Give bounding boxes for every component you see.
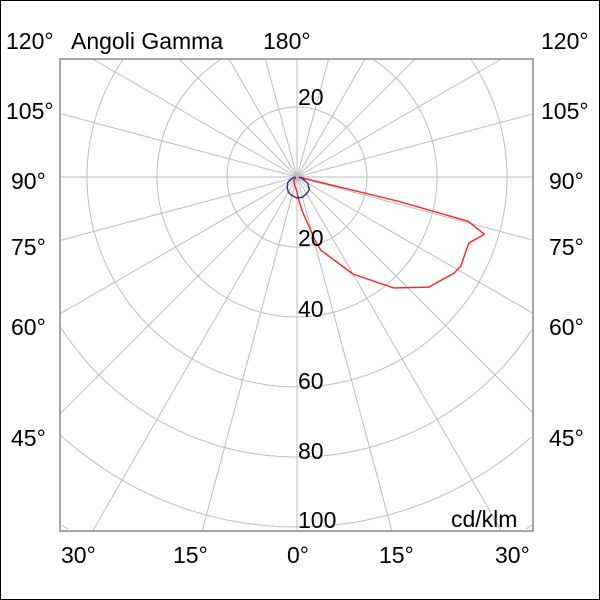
radial-tick-label-top: 20 [298,84,324,110]
series-curve-1 [293,176,486,289]
angle-label-right: 60° [549,314,584,340]
angle-label-top-right: 120° [541,28,589,54]
grid-circle [60,327,533,458]
angle-label-bottom: 15° [173,542,208,568]
angle-label-top-left: 120° [6,28,54,54]
angle-label-right: 90° [549,168,584,194]
grid-radial-line [178,58,298,178]
unit-label: cd/klm [451,506,517,532]
grid-circle [156,59,438,318]
grid-radial-line [59,113,298,178]
radial-tick-label: 80 [298,438,324,464]
grid-radial-line [296,58,366,178]
radial-tick-label: 100 [298,507,336,533]
radial-tick-label: 60 [298,368,324,394]
polar-grid [59,58,534,532]
angle-label-bottom: 0° [287,542,309,568]
grid-circle [525,524,533,530]
series-curve-2 [286,176,311,199]
grid-circle [86,59,508,388]
grid-radial-line [92,176,298,532]
grid-radial-line [59,176,298,315]
angle-label-right: 105° [541,98,589,124]
grid-circle [470,59,508,177]
grid-radial-line [296,58,416,178]
angle-label-bottom: 30° [495,542,530,568]
radial-tick-label: 40 [298,296,324,322]
angle-label-bottom: 30° [61,542,96,568]
plot-frame [59,58,534,532]
grid-radial-line [296,58,330,178]
angle-label-top-center: 180° [263,28,311,54]
angle-label-bottom: 15° [379,542,414,568]
grid-radial-line [228,58,298,178]
angle-label-right: 75° [549,234,584,260]
grid-radial-line [296,113,534,178]
angle-label-left: 90° [11,168,46,194]
grid-radial-line [59,176,298,241]
angle-label-left: 45° [11,425,46,451]
angle-label-left: 75° [11,234,46,260]
angle-label-left: 105° [6,98,54,124]
grid-circle [372,59,438,177]
angle-label-right: 45° [549,425,584,451]
grid-radial-line [92,58,298,178]
grid-radial-line [59,176,298,415]
grid-radial-line [296,176,534,314]
grid-radial-line [201,176,298,532]
radial-tick-label: 20 [298,225,324,251]
grid-circle [61,524,69,530]
grid-radial-line [296,176,534,241]
series-group [286,176,486,289]
grid-circle [60,434,532,528]
grid-radial-line [296,58,502,178]
chart-title: Angoli Gamma [71,28,223,54]
grid-radial-line [296,176,534,414]
angle-label-left: 60° [11,314,46,340]
grid-radial-line [264,58,298,178]
grid-radial-line [296,176,502,532]
